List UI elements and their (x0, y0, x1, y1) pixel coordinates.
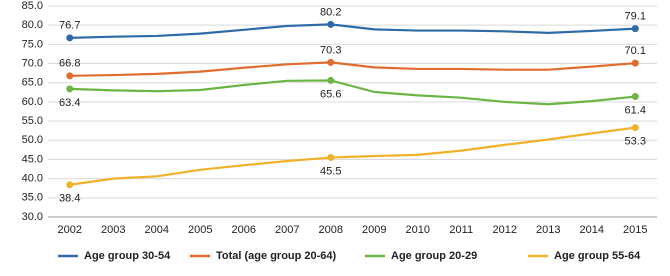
x-tick-label: 2009 (362, 224, 386, 236)
legend-label: Age group 55-64 (554, 250, 641, 262)
point-marker (631, 124, 639, 132)
point-marker (66, 181, 74, 189)
legend: Age group 30-54 Total (age group 20-64) Ag… (58, 250, 641, 262)
y-tick-label: 65.0 (22, 77, 43, 89)
data-label: 61.4 (625, 104, 646, 116)
x-tick-label: 2013 (536, 224, 560, 236)
y-tick-label: 70.0 (22, 57, 43, 69)
series-line (69, 61, 636, 77)
x-tick-label: 2008 (319, 224, 343, 236)
x-tick-label: 2007 (275, 224, 299, 236)
series-line (69, 79, 636, 106)
y-tick-label: 50.0 (22, 134, 43, 146)
x-tick-label: 2003 (101, 224, 125, 236)
point-marker (66, 85, 74, 93)
data-label: 80.2 (320, 6, 341, 18)
y-tick-label: 80.0 (22, 19, 43, 31)
point-marker (631, 59, 639, 67)
x-tick-label: 2005 (188, 224, 212, 236)
x-tick-label: 2014 (580, 224, 604, 236)
data-label: 76.7 (59, 20, 80, 32)
y-tick-label: 30.0 (22, 211, 43, 223)
y-tick-label: 40.0 (22, 173, 43, 185)
x-tick-label: 2012 (493, 224, 517, 236)
data-label: 38.4 (59, 193, 80, 205)
legend-label: Age group 30-54 (84, 250, 171, 262)
data-label: 70.3 (320, 44, 341, 56)
point-marker (631, 93, 639, 101)
data-label: 79.1 (625, 11, 646, 23)
data-label: 63.4 (59, 97, 80, 109)
x-tick-label: 2011 (449, 224, 473, 236)
point-marker (327, 154, 335, 162)
y-tick-label: 45.0 (22, 153, 43, 165)
legend-label: Age group 20-29 (391, 250, 477, 262)
x-tick-label: 2006 (232, 224, 256, 236)
y-tick-label: 85.0 (22, 0, 43, 12)
point-marker (327, 20, 335, 28)
point-marker (66, 72, 74, 80)
point-marker (327, 76, 335, 84)
point-marker (327, 58, 335, 66)
legend-label: Total (age group 20-64) (216, 250, 337, 262)
series-line (69, 23, 636, 39)
point-marker (631, 25, 639, 33)
data-label: 53.3 (625, 136, 646, 148)
y-tick-label: 55.0 (22, 115, 43, 127)
y-tick-label: 60.0 (22, 96, 43, 108)
x-tick-label: 2015 (623, 224, 647, 236)
data-label: 45.5 (320, 165, 341, 177)
y-tick-label: 75.0 (22, 38, 43, 50)
x-tick-label: 2004 (145, 224, 169, 236)
data-label: 70.1 (625, 45, 646, 57)
data-label: 66.8 (59, 58, 80, 70)
point-marker (66, 34, 74, 42)
series-line (69, 126, 636, 186)
x-tick-label: 2010 (406, 224, 430, 236)
x-tick-label: 2002 (58, 224, 82, 236)
y-tick-label: 35.0 (22, 192, 43, 204)
data-label: 65.6 (320, 88, 341, 100)
